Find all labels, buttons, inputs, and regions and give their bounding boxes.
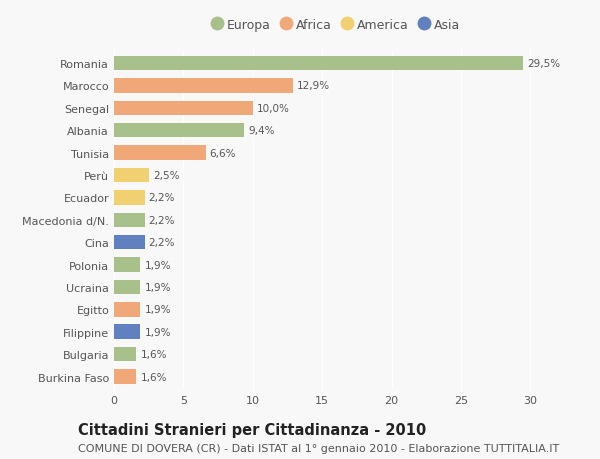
- Text: 2,2%: 2,2%: [149, 193, 175, 203]
- Bar: [114, 101, 253, 116]
- Text: 10,0%: 10,0%: [257, 104, 290, 113]
- Text: 12,9%: 12,9%: [297, 81, 330, 91]
- Text: 1,6%: 1,6%: [140, 349, 167, 359]
- Bar: [114, 56, 523, 71]
- Text: 1,6%: 1,6%: [140, 372, 167, 382]
- Bar: [114, 123, 244, 138]
- Text: 29,5%: 29,5%: [527, 59, 560, 69]
- Bar: [114, 235, 145, 250]
- Text: 2,5%: 2,5%: [153, 171, 179, 181]
- Text: 2,2%: 2,2%: [149, 215, 175, 225]
- Text: 1,9%: 1,9%: [145, 260, 171, 270]
- Legend: Europa, Africa, America, Asia: Europa, Africa, America, Asia: [212, 19, 460, 32]
- Bar: [114, 347, 136, 362]
- Text: Cittadini Stranieri per Cittadinanza - 2010: Cittadini Stranieri per Cittadinanza - 2…: [78, 422, 426, 437]
- Bar: [114, 258, 140, 272]
- Text: COMUNE DI DOVERA (CR) - Dati ISTAT al 1° gennaio 2010 - Elaborazione TUTTITALIA.: COMUNE DI DOVERA (CR) - Dati ISTAT al 1°…: [78, 443, 559, 453]
- Text: 2,2%: 2,2%: [149, 238, 175, 248]
- Bar: [114, 79, 293, 94]
- Bar: [114, 190, 145, 205]
- Text: 1,9%: 1,9%: [145, 305, 171, 315]
- Bar: [114, 302, 140, 317]
- Bar: [114, 280, 140, 295]
- Bar: [114, 325, 140, 339]
- Bar: [114, 146, 206, 161]
- Text: 9,4%: 9,4%: [248, 126, 275, 136]
- Text: 6,6%: 6,6%: [210, 148, 236, 158]
- Text: 1,9%: 1,9%: [145, 282, 171, 292]
- Bar: [114, 213, 145, 228]
- Bar: [114, 369, 136, 384]
- Text: 1,9%: 1,9%: [145, 327, 171, 337]
- Bar: [114, 168, 149, 183]
